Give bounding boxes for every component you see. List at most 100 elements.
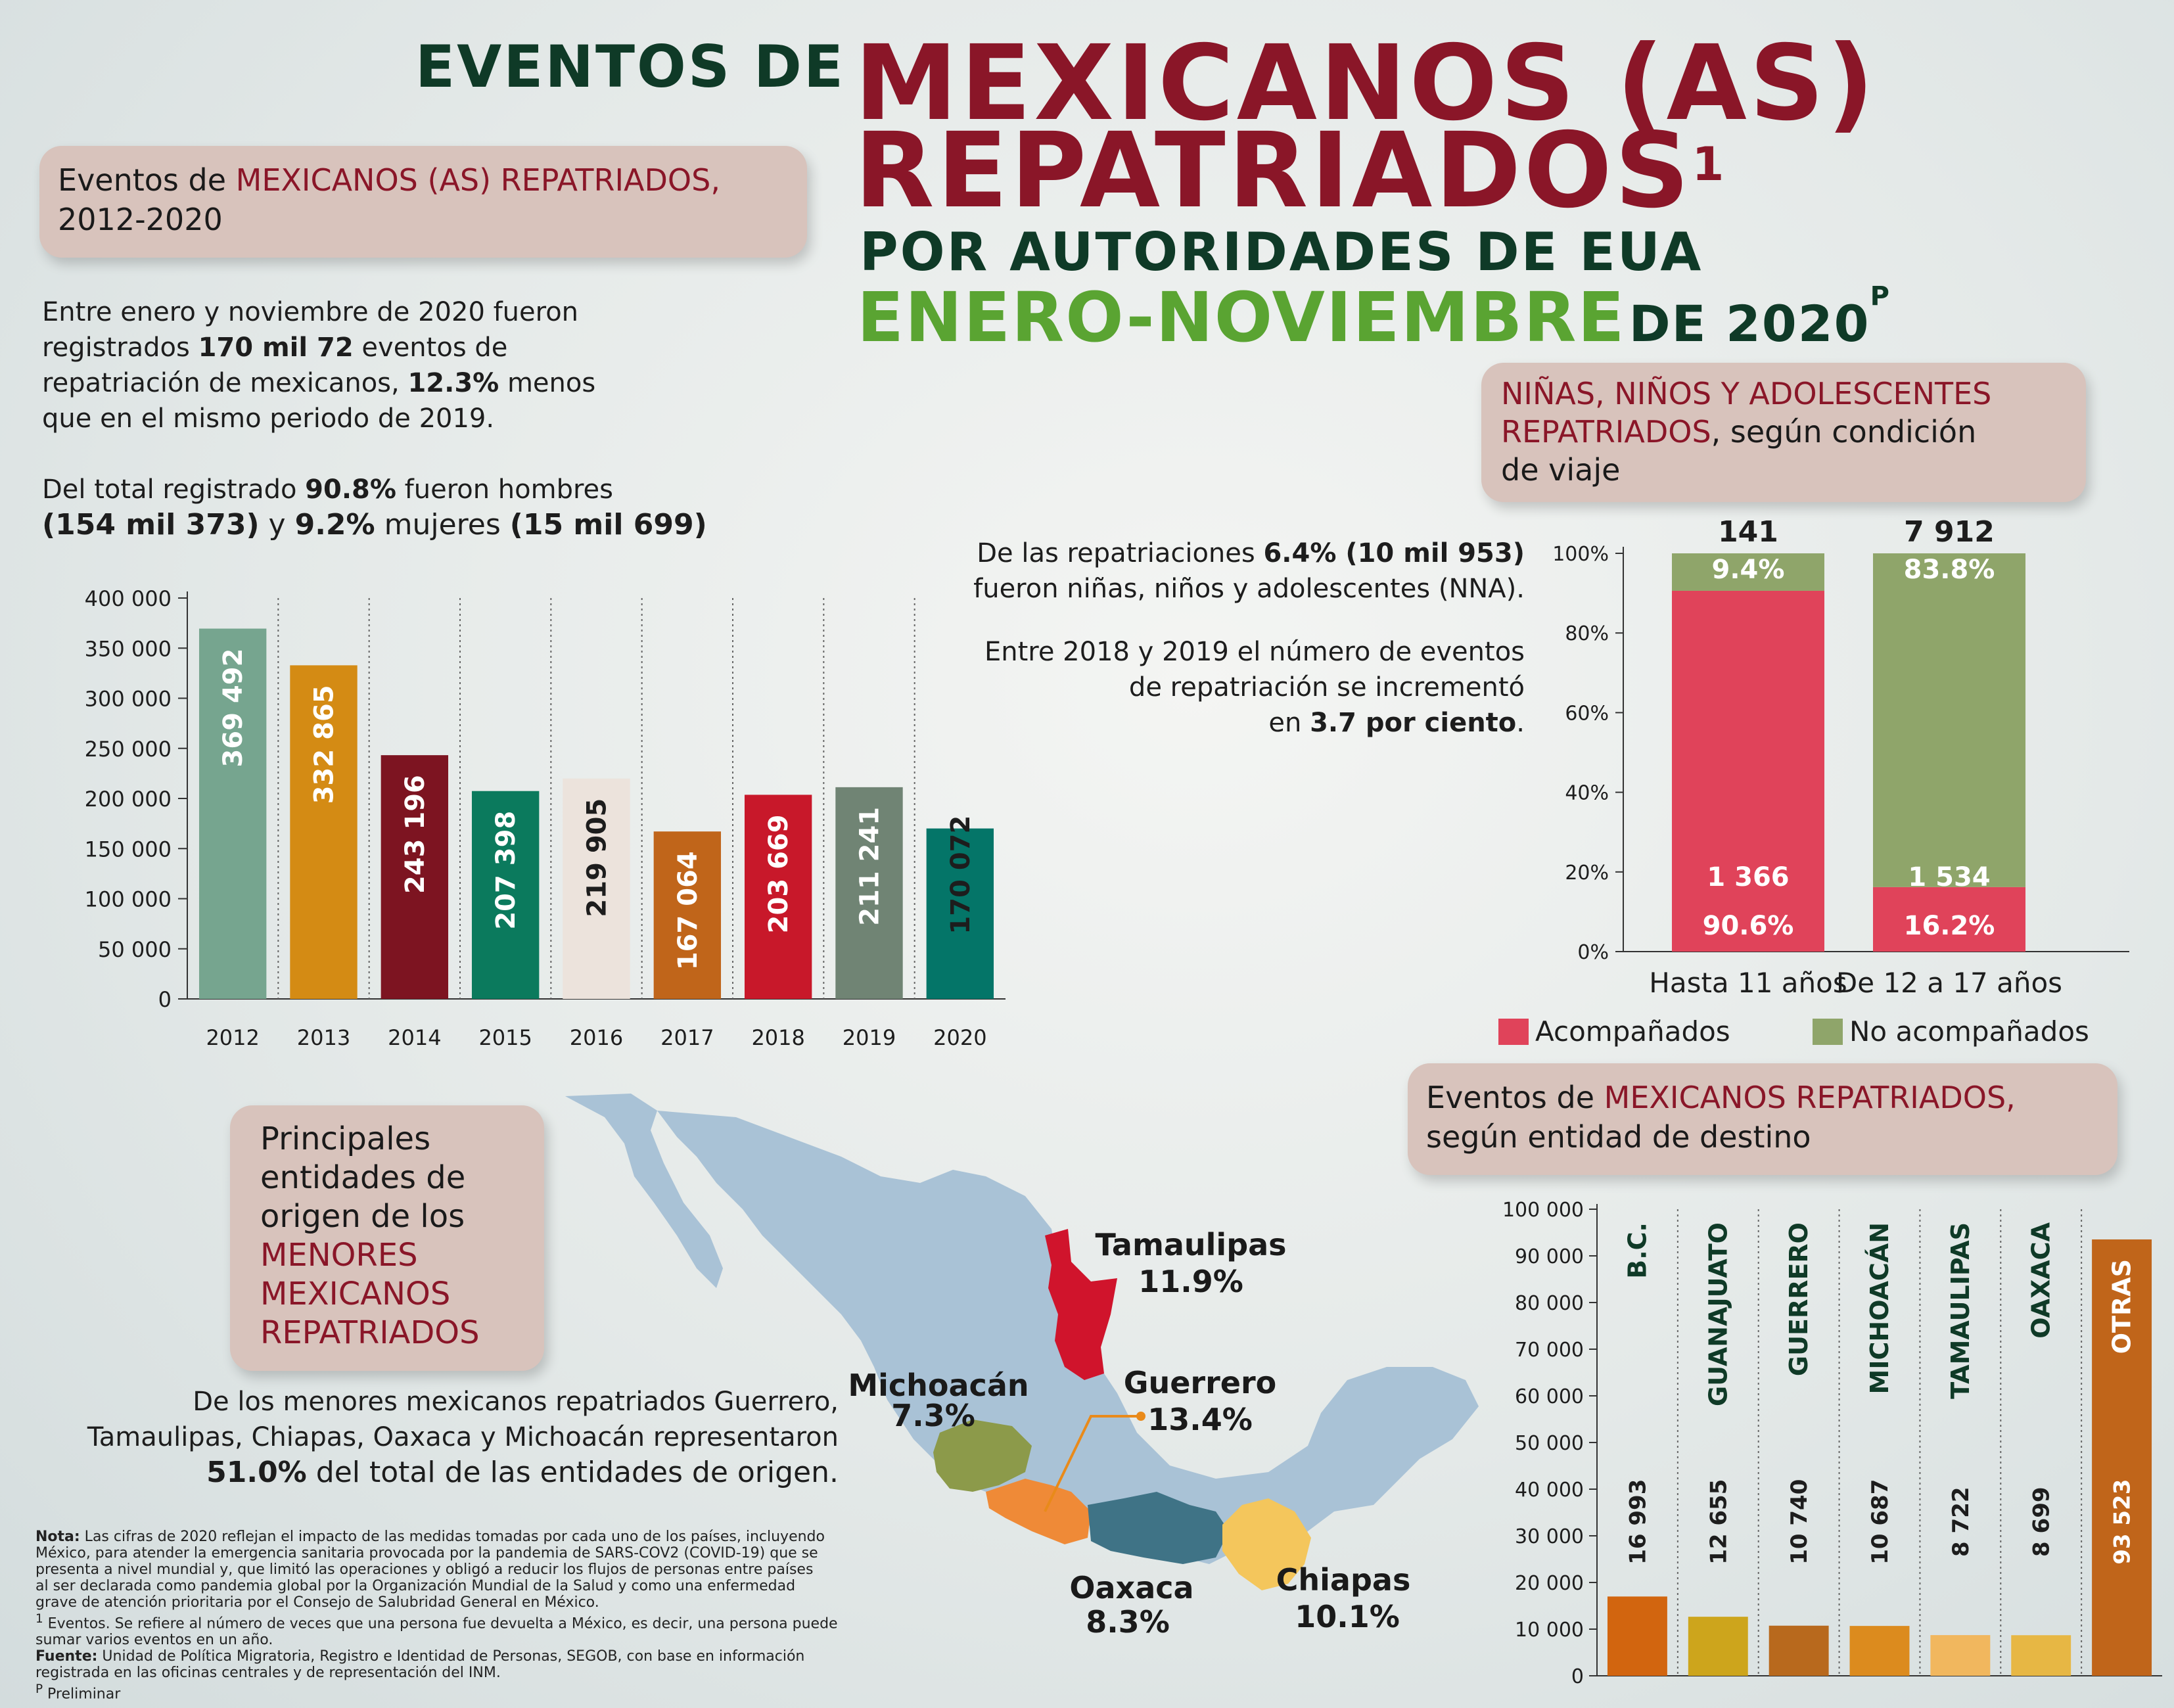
- note-sup: P: [35, 1682, 43, 1697]
- bar-value-label: 170 072: [946, 816, 976, 935]
- map-label-guerrero: Guerrero 13.4%: [1124, 1365, 1277, 1437]
- bar-value-label: 207 398: [491, 811, 521, 930]
- box-dest-subtitle: según entidad de destino: [1426, 1119, 1811, 1155]
- section-box-destination: Eventos de MEXICANOS REPATRIADOS, según …: [1408, 1063, 2117, 1175]
- y-tick-label: 80%: [1565, 622, 1609, 645]
- count-label: 1 534: [1908, 862, 1990, 892]
- box-events-prefix: Eventos de: [58, 162, 236, 198]
- intro-text: mujeres: [375, 508, 510, 542]
- category-label: MICHOACÁN: [1865, 1222, 1894, 1394]
- box-minors-line-6: REPATRIADOS: [260, 1314, 480, 1351]
- intro-line-1: Entre enero y noviembre de 2020 fueron: [42, 297, 579, 327]
- intro-text: eventos de: [353, 333, 508, 363]
- legend-swatch-no-acompanados: [1813, 1019, 1843, 1045]
- y-tick-label: 10 000: [1515, 1619, 1584, 1642]
- nna-line-2: fueron niñas, niños y adolescentes (NNA)…: [973, 574, 1525, 604]
- bar-acompanados-0: [1672, 590, 1824, 952]
- title-line-4: POR AUTORIDADES DE EUA: [860, 221, 1703, 283]
- note-line-2: México, para atender la emergencia sanit…: [35, 1545, 818, 1561]
- map-label-guerrero-value: 13.4%: [1147, 1402, 1253, 1437]
- x-tick-label: De 12 a 17 años: [1836, 967, 2062, 999]
- y-tick-label: 50 000: [98, 937, 172, 962]
- nna-share: 6.4% (10 mil 953): [1263, 538, 1525, 568]
- y-tick-label: 100%: [1552, 543, 1609, 566]
- y-tick-label: 300 000: [85, 687, 172, 712]
- chart-yearly-repatriations: 0 50 000 100 000 150 000 200 000 250 000 300 0…: [85, 586, 1006, 1050]
- legend-label-no-acompanados: No acompañados: [1849, 1015, 2089, 1048]
- legend-label-acompanados: Acompañados: [1535, 1015, 1730, 1048]
- box-minors-line-1: Principales: [260, 1120, 431, 1157]
- mexico-map: Tamaulipas 11.9% Guerrero 13.4% Michoacá…: [565, 1094, 1479, 1640]
- x-tick-label: 2015: [478, 1025, 532, 1050]
- y-tick-label: 50 000: [1515, 1432, 1584, 1455]
- bar-2015: [471, 791, 540, 999]
- y-tick-label: 70 000: [1515, 1339, 1584, 1362]
- guerrero-region: [986, 1479, 1091, 1544]
- note-text: Eventos. Se refiere al número de veces q…: [43, 1615, 838, 1632]
- box-nna-title-2: REPATRIADOS: [1501, 414, 1711, 450]
- guerrero-leader-line: [1044, 1415, 1138, 1512]
- intro-paragraph: Entre enero y noviembre de 2020 fueron r…: [42, 294, 765, 543]
- nna-paragraph: De las repatriaciones 6.4% (10 mil 953) …: [697, 536, 1525, 741]
- percent-label-acompanados: 90.6%: [1703, 911, 1794, 941]
- bar-value-label: 16 993: [1625, 1479, 1651, 1565]
- category-label: GUERRERO: [1784, 1222, 1813, 1376]
- box-events-highlight: MEXICANOS (AS) REPATRIADOS,: [235, 162, 720, 198]
- map-label-oaxaca: Oaxaca 8.3%: [1069, 1570, 1193, 1640]
- note-line-4: al ser declarada como pandemia global po…: [35, 1578, 796, 1594]
- y-tick-label: 250 000: [85, 737, 172, 762]
- map-label-chiapas: Chiapas 10.1%: [1276, 1562, 1411, 1634]
- nna-line-5: en 3.7 por ciento.: [697, 705, 1525, 741]
- legend-swatch-acompanados: [1498, 1019, 1529, 1045]
- y-tick-label: 150 000: [85, 837, 172, 862]
- y-tick-label: 30 000: [1515, 1525, 1584, 1548]
- title-line-1: EVENTOS DE: [415, 33, 845, 101]
- source-text: Unidad de Política Migratoria, Registro …: [97, 1648, 805, 1665]
- chart-nna-condition: 0% 20% 40% 60% 80% 100% 9.4% 90.6% 1 366 141 Hasta…: [1498, 515, 2129, 1048]
- x-tick-label: 2013: [297, 1025, 350, 1050]
- note-text: Preliminar: [43, 1686, 121, 1703]
- minors-share: 51.0%: [206, 1456, 307, 1489]
- y-tick-label: 60%: [1565, 702, 1609, 725]
- percent-label-no-acompanados: 9.4%: [1712, 555, 1785, 585]
- total-label: 7 912: [1904, 515, 1995, 549]
- nna-line-3: Entre 2018 y 2019 el número de eventos: [984, 637, 1525, 667]
- bar-2020: [926, 828, 994, 999]
- bar-2019: [835, 787, 903, 999]
- bar-2018: [744, 795, 812, 999]
- box-dest-prefix: Eventos de: [1426, 1080, 1604, 1115]
- intro-text: menos: [499, 368, 596, 398]
- note-line-10: P Preliminar: [35, 1681, 982, 1702]
- x-tick-label: 2018: [751, 1025, 804, 1050]
- nna-increase: 3.7 por ciento: [1310, 708, 1517, 738]
- chart-destination: 0 10 000 20 000 30 000 40 000 50 000 60 000 70 …: [1502, 1199, 2162, 1688]
- bar-no-acompanados-1: [1873, 553, 2025, 887]
- footnotes: Nota: Las cifras de 2020 reflejan el imp…: [35, 1529, 982, 1703]
- intro-women-count: (15 mil 699): [509, 508, 707, 542]
- intro-text: repatriación de mexicanos,: [42, 368, 408, 398]
- bar-value-label: 12 655: [1705, 1479, 1732, 1565]
- bar-2013: [290, 665, 358, 999]
- intro-text: y: [259, 508, 295, 542]
- bar-value-label: 10 740: [1786, 1479, 1813, 1565]
- x-tick-label: 2012: [206, 1025, 259, 1050]
- y-tick-label: 80 000: [1515, 1292, 1584, 1315]
- tamaulipas-region: [1045, 1229, 1117, 1380]
- nna-text: De las repatriaciones: [977, 538, 1264, 568]
- x-tick-label: Hasta 11 años: [1649, 967, 1847, 999]
- bar-value-label: 219 905: [582, 798, 613, 917]
- bar-GUERRERO: [1769, 1625, 1829, 1676]
- box-minors-line-4: MENORES: [260, 1237, 418, 1274]
- percent-label-acompanados: 16.2%: [1904, 911, 1995, 941]
- bar-value-label: 167 064: [673, 851, 703, 970]
- intro-decrease: 12.3%: [407, 368, 499, 398]
- bar-MICHOACÁN: [1849, 1626, 1910, 1676]
- bar-2017: [653, 831, 722, 999]
- bar-value-label: 332 865: [310, 685, 340, 804]
- source-label: Fuente:: [35, 1648, 98, 1665]
- bar-value-label: 8 722: [1948, 1487, 1974, 1556]
- y-tick-label: 20%: [1565, 862, 1609, 885]
- chiapas-region: [1222, 1498, 1311, 1590]
- title-line-3: REPATRIADOS1: [854, 115, 1726, 227]
- note-line-6: 1 Eventos. Se refiere al número de veces…: [35, 1611, 982, 1632]
